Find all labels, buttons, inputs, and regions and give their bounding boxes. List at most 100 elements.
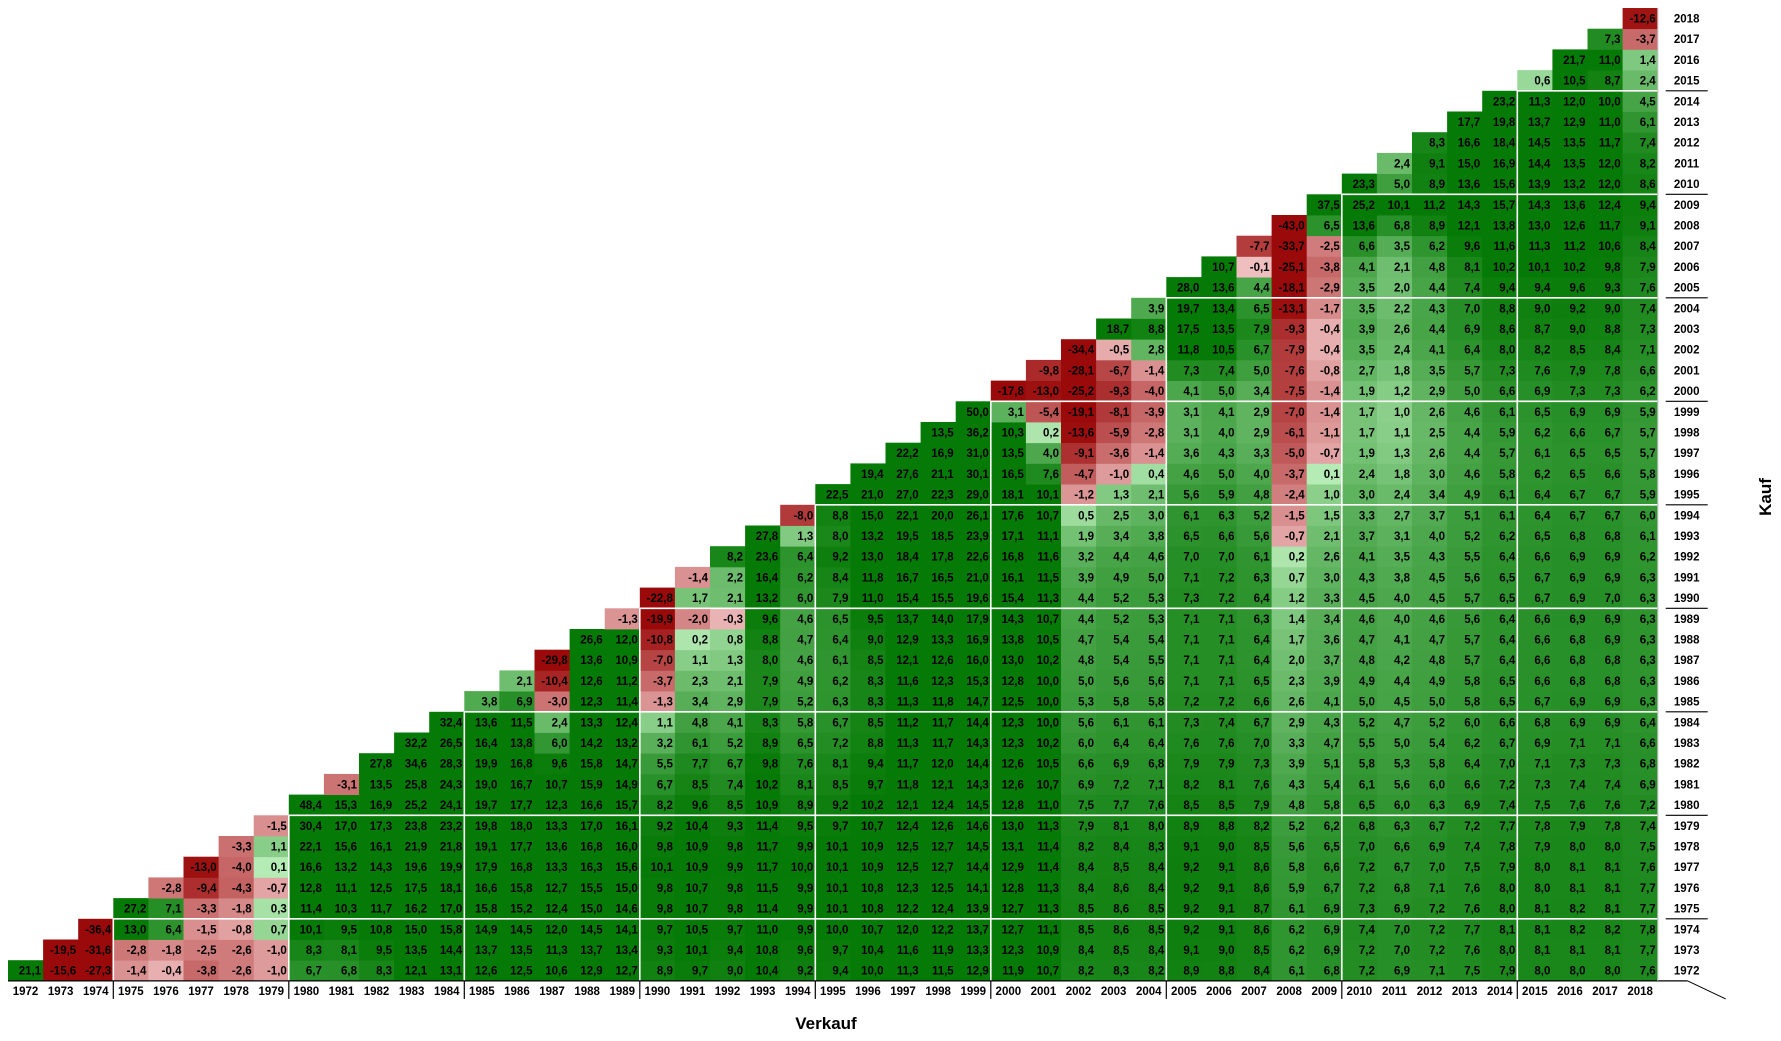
cell-value-label: 12,2 <box>931 924 953 936</box>
cell-value-label: 3,4 <box>1254 386 1271 398</box>
cell-value-label: 8,8 <box>1148 324 1165 336</box>
heatmap-cell <box>604 691 641 713</box>
heatmap-cell <box>1201 960 1237 982</box>
x-tick-label: 1990 <box>645 986 671 998</box>
heatmap-cell <box>1482 442 1518 464</box>
cell-value-label: -4,3 <box>232 883 252 895</box>
heatmap-cell <box>674 773 711 795</box>
cell-value-label: 4,0 <box>1043 448 1059 460</box>
heatmap-cell <box>394 773 430 795</box>
heatmap-cell <box>780 939 816 961</box>
heatmap-cell <box>1236 960 1272 982</box>
cell-value-label: 4,8 <box>1429 262 1446 274</box>
cell-value-label: 6,2 <box>832 676 848 688</box>
heatmap-cell <box>1482 463 1518 485</box>
heatmap-cell <box>745 815 781 837</box>
cell-value-label: 9,2 <box>1183 883 1199 895</box>
heatmap-cell <box>323 877 360 899</box>
cell-value-label: 9,1 <box>1183 945 1200 957</box>
cell-value-label: 13,0 <box>861 552 883 564</box>
cell-value-label: 2,6 <box>1324 552 1340 564</box>
heatmap-cell <box>1622 152 1659 174</box>
heatmap-cell <box>1306 918 1343 940</box>
heatmap-cell <box>1517 235 1553 257</box>
heatmap-cell <box>569 898 606 920</box>
cell-value-label: 6,4 <box>1254 593 1271 605</box>
cell-value-label: 6,6 <box>1534 614 1550 626</box>
heatmap-cell <box>1412 463 1448 485</box>
heatmap-cell <box>850 608 886 630</box>
heatmap-cell <box>780 898 816 920</box>
heatmap-cell <box>1025 815 1062 837</box>
cell-value-label: 8,5 <box>832 779 849 791</box>
cell-value-label: 7,6 <box>1605 800 1621 812</box>
cell-value-label: 6,0 <box>1394 800 1410 812</box>
heatmap-cell <box>1482 670 1518 692</box>
cell-value-label: 8,0 <box>1570 841 1586 853</box>
heatmap-cell <box>1341 691 1378 713</box>
cell-value-label: -2,8 <box>162 883 182 895</box>
heatmap-cell <box>1131 608 1167 630</box>
cell-value-label: 1,9 <box>1359 448 1375 460</box>
cell-value-label: 7,2 <box>1359 862 1375 874</box>
heatmap-cell <box>113 939 149 961</box>
cell-value-label: 6,7 <box>1534 593 1550 605</box>
heatmap-cell <box>1552 898 1588 920</box>
heatmap-cell <box>990 566 1027 588</box>
heatmap-cell <box>1271 836 1308 858</box>
heatmap-cell <box>1412 359 1448 381</box>
heatmap-cell <box>1482 753 1518 775</box>
heatmap-cell <box>1061 504 1097 526</box>
cell-value-label: 22,6 <box>966 552 988 564</box>
heatmap-cell <box>323 856 360 878</box>
cell-value-label: 17,7 <box>510 800 532 812</box>
cell-value-label: 14,4 <box>440 945 463 957</box>
heatmap-cell <box>1025 773 1062 795</box>
cell-value-label: 3,6 <box>1183 448 1199 460</box>
cell-value-label: 8,0 <box>1499 883 1515 895</box>
cell-value-label: 6,1 <box>1289 904 1306 916</box>
heatmap-cell <box>604 918 641 940</box>
cell-value-label: 14,3 <box>1458 200 1480 212</box>
cell-value-label: 3,1 <box>1008 407 1025 419</box>
cell-value-label: 10,7 <box>1037 779 1059 791</box>
cell-value-label: 7,7 <box>1499 821 1515 833</box>
cell-value-label: -33,7 <box>1278 241 1304 253</box>
cell-value-label: -0,7 <box>1320 448 1340 460</box>
heatmap-cell <box>1166 566 1202 588</box>
heatmap-cell <box>1447 753 1483 775</box>
cell-value-label: 15,4 <box>896 593 919 605</box>
heatmap-cell <box>990 442 1027 464</box>
heatmap-cell <box>1412 215 1448 237</box>
cell-value-label: 4,5 <box>1429 593 1446 605</box>
cell-value-label: 19,8 <box>475 821 498 833</box>
heatmap-cell <box>955 670 992 692</box>
heatmap-cell <box>639 711 676 733</box>
cell-value-label: 5,2 <box>727 738 743 750</box>
heatmap-cell <box>1447 339 1483 361</box>
heatmap-cell <box>1517 629 1553 651</box>
cell-value-label: 11,9 <box>932 945 954 957</box>
heatmap-cell <box>639 649 676 671</box>
cell-value-label: 11,3 <box>1529 241 1551 253</box>
cell-value-label: 6,7 <box>657 779 673 791</box>
cell-value-label: 6,6 <box>1394 841 1410 853</box>
heatmap-cell <box>1447 836 1483 858</box>
x-tick-label: 2009 <box>1311 986 1337 998</box>
cell-value-label: 6,3 <box>1640 593 1656 605</box>
heatmap-cell <box>920 422 957 444</box>
heatmap-cell <box>1061 359 1097 381</box>
heatmap-cell <box>780 732 816 754</box>
heatmap-cell <box>1271 773 1308 795</box>
cell-value-label: 12,2 <box>896 904 918 916</box>
cell-value-label: 2,4 <box>1394 490 1411 502</box>
cell-value-label: 15,8 <box>580 759 603 771</box>
heatmap-cell <box>148 918 184 940</box>
heatmap-cell <box>1622 8 1659 30</box>
cell-value-label: 14,6 <box>966 821 988 833</box>
cell-value-label: 3,5 <box>1429 365 1446 377</box>
cell-value-label: 13,6 <box>1353 220 1375 232</box>
heatmap-cell <box>1376 256 1413 278</box>
heatmap-cell <box>955 525 992 547</box>
y-tick-label: 1992 <box>1674 552 1700 564</box>
